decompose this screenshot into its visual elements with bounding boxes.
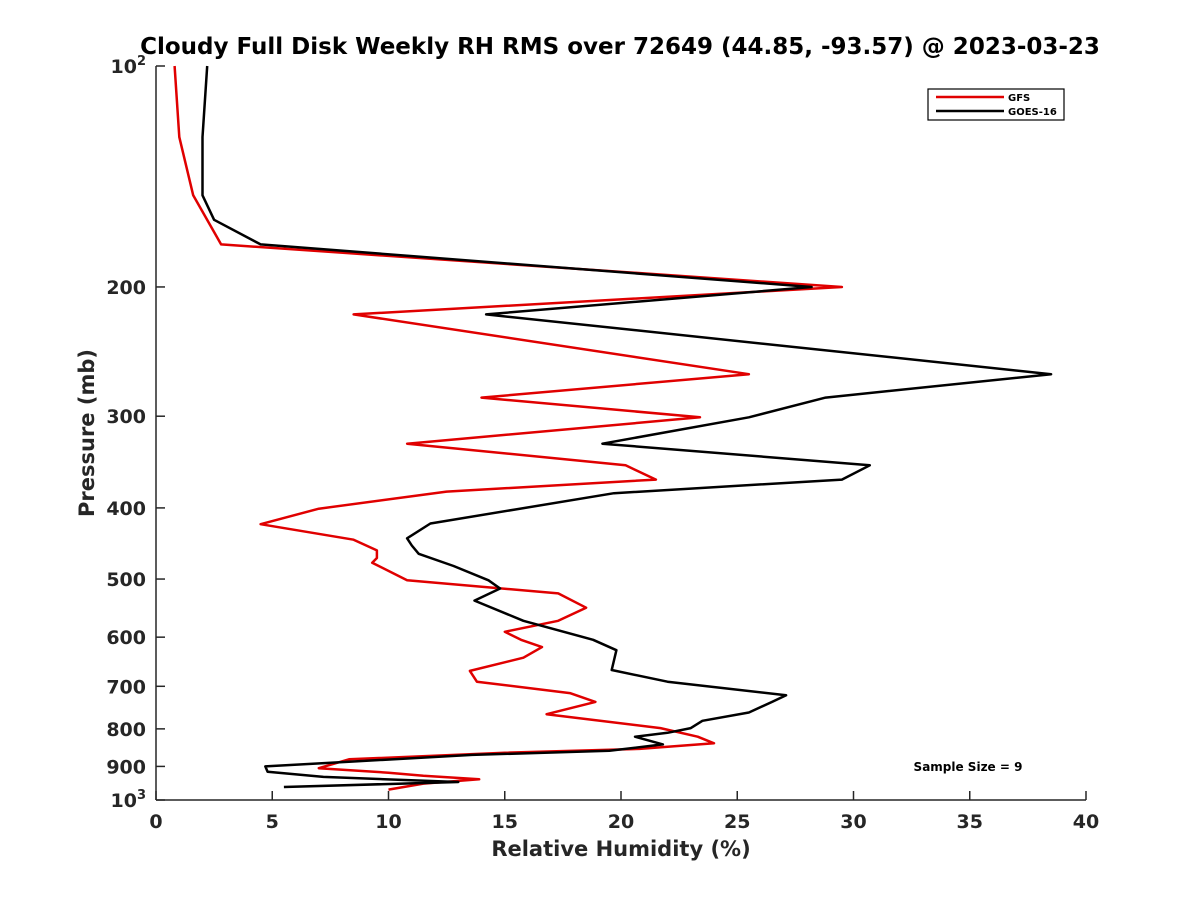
chart-title: Cloudy Full Disk Weekly RH RMS over 7264… — [140, 34, 1100, 60]
y-tick-label: 300 — [106, 406, 146, 428]
legend-label-gfs: GFS — [1008, 93, 1030, 104]
x-tick-label: 0 — [149, 811, 162, 833]
y-tick-label: 102 — [111, 54, 147, 78]
plot-area — [173, 65, 1053, 791]
y-axis-label: Pressure (mb) — [75, 349, 99, 517]
x-tick-label: 25 — [724, 811, 750, 833]
x-axis-label: Relative Humidity (%) — [491, 837, 750, 861]
y-tick-label: 700 — [106, 676, 146, 698]
y-tick-label: 800 — [106, 719, 146, 741]
sample-size-annotation: Sample Size = 9 — [914, 760, 1023, 774]
y-tick-label: 900 — [106, 756, 146, 778]
y-axis-ticks: 102 200 300 400 500 600 700 800 900 103 — [106, 54, 165, 812]
x-tick-label: 10 — [375, 811, 401, 833]
x-tick-label: 15 — [492, 811, 518, 833]
x-axis-ticks: 0 5 10 15 20 25 30 35 40 — [149, 791, 1099, 833]
series-line-goes16 — [201, 65, 1053, 789]
y-tick-label: 500 — [106, 569, 146, 591]
y-tick-label: 600 — [106, 627, 146, 649]
x-tick-label: 30 — [840, 811, 866, 833]
legend: GFS GOES-16 — [927, 88, 1065, 121]
y-tick-label: 400 — [106, 498, 146, 520]
legend-label-goes16: GOES-16 — [1008, 107, 1057, 118]
x-tick-label: 20 — [608, 811, 634, 833]
x-tick-label: 35 — [957, 811, 983, 833]
x-tick-label: 40 — [1073, 811, 1099, 833]
y-tick-label: 103 — [111, 788, 147, 812]
y-tick-label: 200 — [106, 277, 146, 299]
legend-box — [927, 88, 1065, 121]
x-tick-label: 5 — [266, 811, 279, 833]
